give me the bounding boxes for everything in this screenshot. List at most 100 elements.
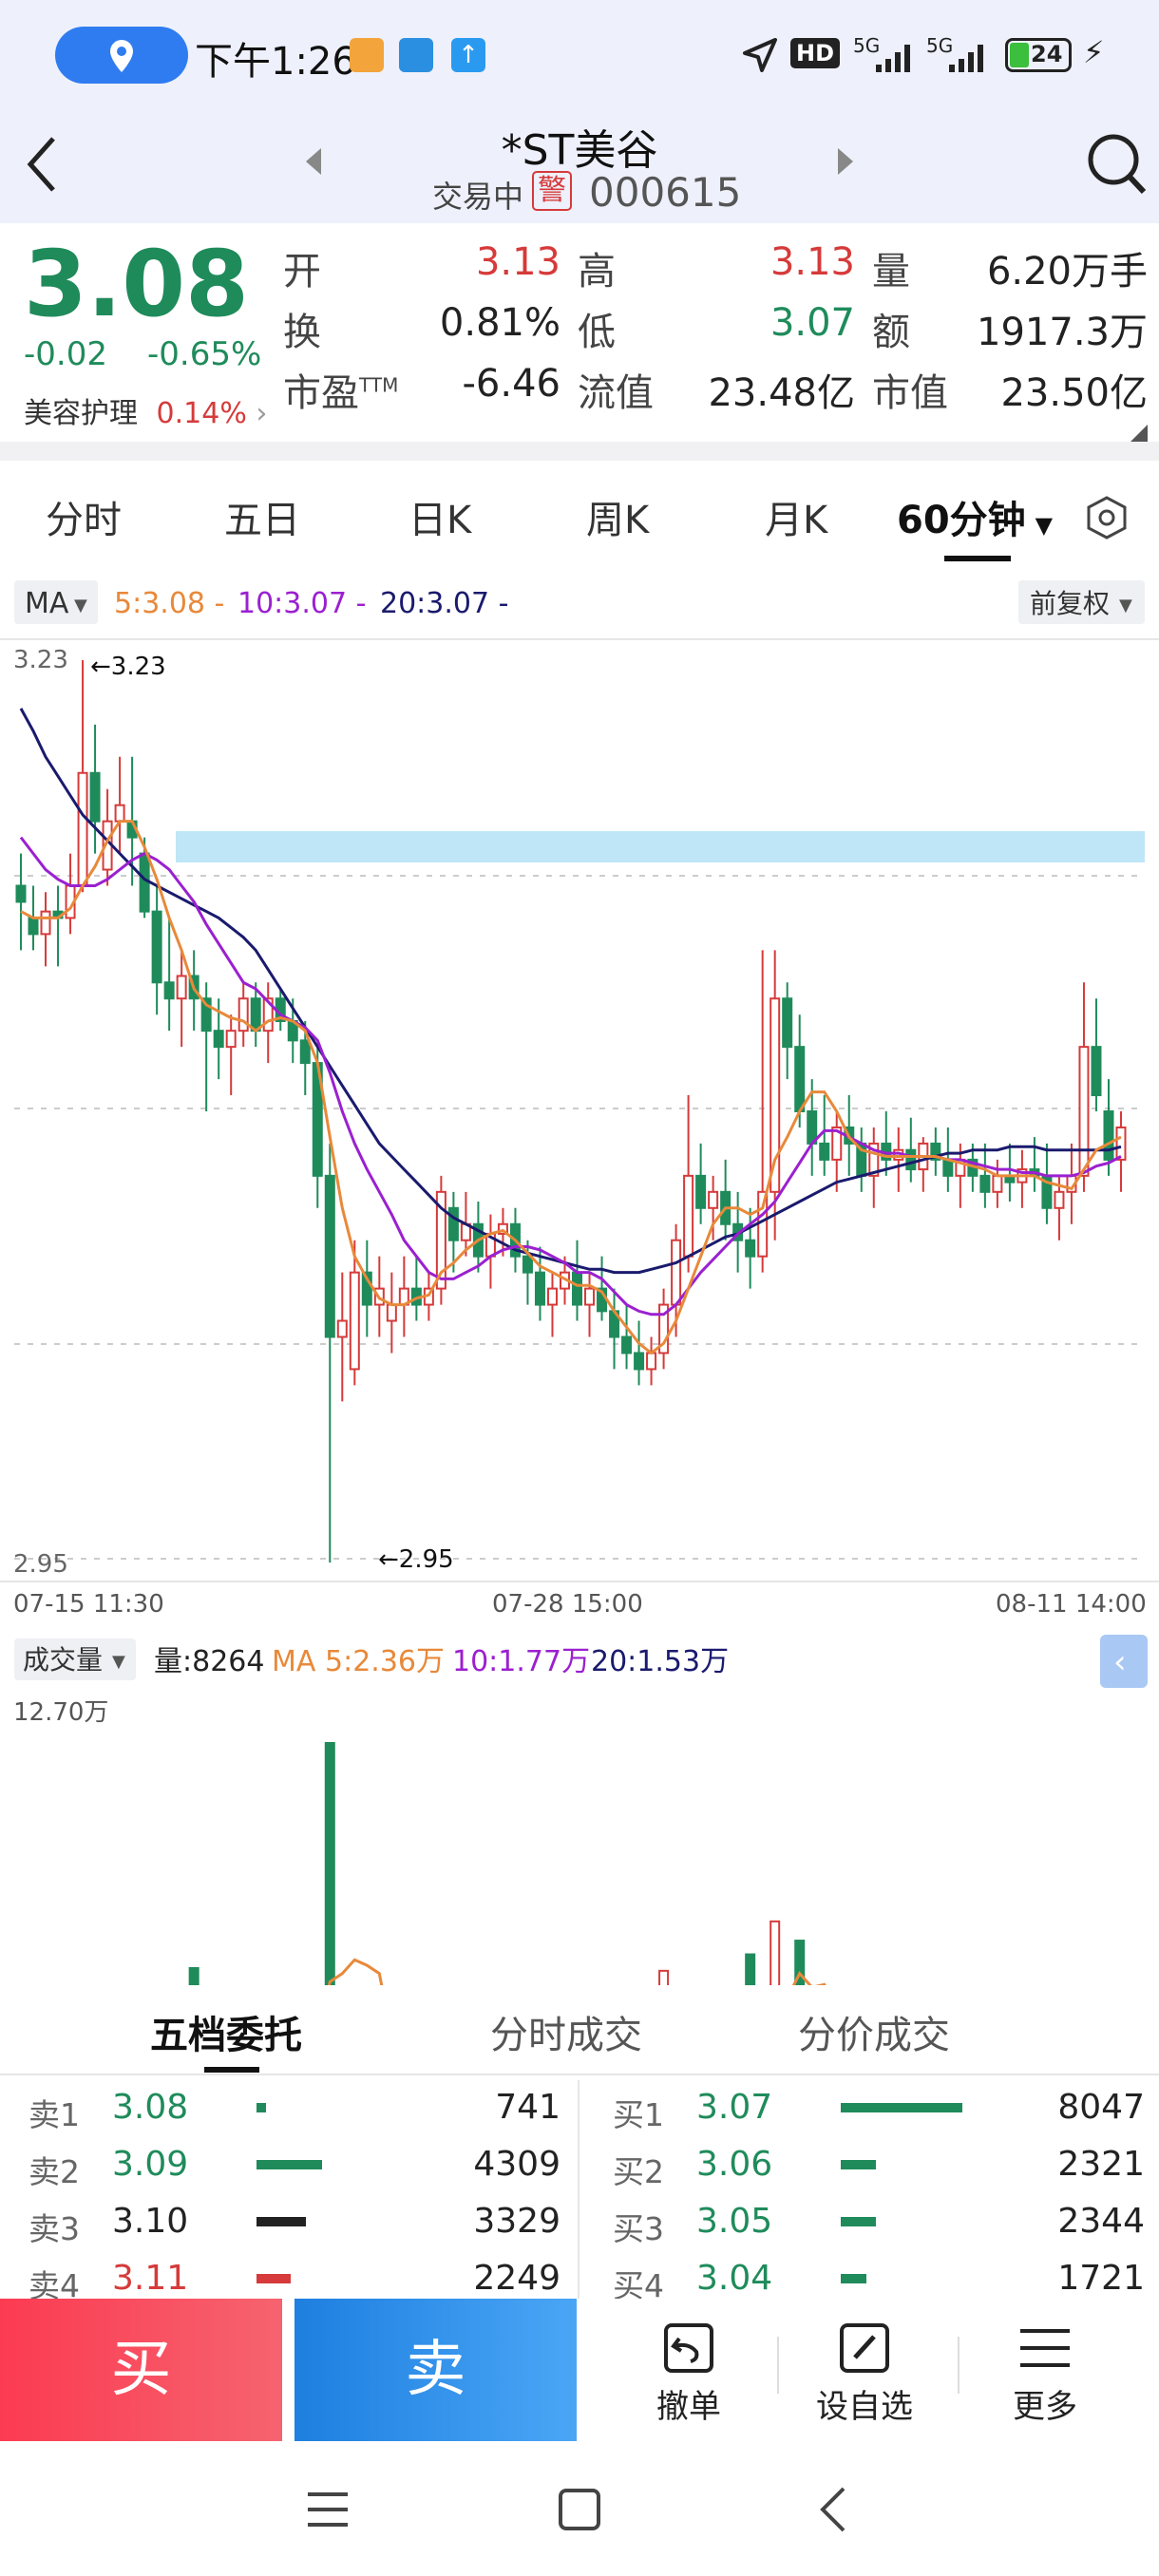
volume-bar xyxy=(770,1920,781,1985)
tab-monthly[interactable]: 月K xyxy=(765,499,828,542)
candle-body xyxy=(299,1039,311,1065)
candle-body xyxy=(1115,1126,1127,1161)
tab-60min[interactable]: 60分钟 ▼ xyxy=(897,499,1054,542)
turnover-label: 换 xyxy=(283,311,321,354)
app-icon xyxy=(399,38,433,72)
sell-qty-bar xyxy=(256,2160,323,2169)
vol-ma-label: MA xyxy=(272,1645,316,1678)
divider xyxy=(578,2080,580,2299)
chevron-down-icon: ▼ xyxy=(1035,512,1054,539)
ma-selector[interactable] xyxy=(14,580,98,624)
candle-body xyxy=(621,1335,633,1354)
amount-value: 1917.3万 xyxy=(977,311,1148,354)
resistance-band xyxy=(176,831,1145,862)
candle-body xyxy=(634,1352,645,1371)
status-time: 下午1:26 xyxy=(195,40,356,84)
menu-nav-icon[interactable] xyxy=(304,2489,352,2530)
low-value: 3.07 xyxy=(770,301,855,345)
sell-button[interactable]: 卖 xyxy=(294,2299,577,2441)
candle-body xyxy=(572,1271,583,1306)
pe-label: 市盈TTM xyxy=(283,371,399,415)
vol-ma20: 20:1.53万 xyxy=(591,1645,729,1678)
collapse-panel-button[interactable] xyxy=(1100,1635,1148,1688)
divider xyxy=(0,442,1159,461)
signal-icon xyxy=(876,45,910,72)
price-change-pct: -0.65% xyxy=(147,335,262,373)
undo-icon xyxy=(664,2323,713,2373)
tab-daily[interactable]: 日K xyxy=(408,499,472,542)
buy-qty: 8047 xyxy=(1057,2088,1145,2127)
open-label: 开 xyxy=(283,250,321,294)
back-nav-icon[interactable] xyxy=(813,2485,851,2534)
more-button[interactable]: 更多 xyxy=(998,2320,1092,2427)
sector-link[interactable]: 美容护理 0.14% › xyxy=(24,389,267,431)
candle-body xyxy=(497,1222,508,1235)
sell-row: 卖4 3.11 2249 xyxy=(0,2249,575,2306)
next-stock-icon[interactable] xyxy=(834,142,857,180)
search-icon[interactable] xyxy=(1083,125,1150,201)
tab-five-day[interactable]: 五日 xyxy=(224,499,300,542)
market-cap-label: 市值 xyxy=(872,371,948,415)
candle-body xyxy=(163,981,175,1000)
buy-qty: 2344 xyxy=(1057,2202,1145,2241)
volume-bar xyxy=(188,1966,200,1985)
candle-body xyxy=(868,1142,880,1177)
home-nav-icon[interactable] xyxy=(557,2487,602,2532)
tab-intraday[interactable]: 分时 xyxy=(46,499,122,542)
volume-selector[interactable] xyxy=(14,1638,136,1680)
candle-body xyxy=(770,997,781,1193)
high-marker: ←3.23 xyxy=(90,653,166,681)
tab-tick-trades[interactable]: 分时成交 xyxy=(490,2014,642,2057)
candle-body xyxy=(745,1239,756,1258)
vol-ma10: 10:1.77万 xyxy=(452,1645,590,1678)
add-watchlist-button[interactable]: 设自选 xyxy=(793,2320,936,2427)
chevron-left-icon: ‹ xyxy=(1113,1643,1127,1681)
candle-body xyxy=(1103,1110,1114,1161)
volume-bars xyxy=(188,1742,806,1985)
x-label-start: 07-15 11:30 xyxy=(13,1590,164,1619)
buy-qty: 2321 xyxy=(1057,2145,1145,2184)
expand-corner-icon[interactable] xyxy=(1130,425,1148,442)
navigation-icon xyxy=(743,38,777,72)
tab-weekly[interactable]: 周K xyxy=(586,499,650,542)
float-cap-label: 流值 xyxy=(578,371,654,415)
candle-body xyxy=(386,1303,397,1322)
chevron-down-icon: ▼ xyxy=(74,596,87,616)
candle-body xyxy=(695,1174,707,1209)
amount-label: 额 xyxy=(872,311,910,354)
charging-icon: ⚡ xyxy=(1083,34,1105,70)
tab-five-level[interactable]: 五档委托 xyxy=(150,2014,302,2057)
ma-selector-label: MA xyxy=(25,587,69,620)
candle-body xyxy=(238,997,249,1032)
buy-row: 买3 3.05 2344 xyxy=(584,2192,1159,2249)
buy-button[interactable]: 买 xyxy=(0,2299,282,2441)
back-icon[interactable] xyxy=(19,131,66,198)
adjust-selector[interactable] xyxy=(1018,580,1145,624)
kline-chart[interactable]: MA ▼ 5:3.08 - 10:3.07 - 20:3.07 - 前复权 ▼ … xyxy=(0,565,1159,1985)
adjust-label: 前复权 xyxy=(1030,588,1110,619)
y-min-label: 2.95 xyxy=(13,1550,68,1579)
volume-bar xyxy=(745,1953,756,1985)
candle-body xyxy=(213,1030,224,1049)
location-icon xyxy=(110,40,133,72)
location-pill xyxy=(55,27,188,84)
candle-body xyxy=(708,1190,719,1209)
candle-body xyxy=(819,1142,830,1161)
prev-stock-icon[interactable] xyxy=(302,142,325,180)
sell-qty: 741 xyxy=(495,2088,560,2127)
app-icon xyxy=(350,38,384,72)
cancel-order-button[interactable]: 撤单 xyxy=(636,2320,741,2427)
settings-hex-icon[interactable] xyxy=(1083,494,1130,541)
warning-badge: 警 xyxy=(532,171,572,211)
candle-body xyxy=(905,1148,917,1171)
tab-price-trades[interactable]: 分价成交 xyxy=(798,2014,950,2057)
menu-icon xyxy=(1020,2329,1070,2367)
sell-qty: 2249 xyxy=(473,2259,560,2298)
ma5-line xyxy=(20,820,1122,1355)
candle-body xyxy=(200,997,212,1032)
price-change: -0.02 xyxy=(24,335,107,373)
candle-body xyxy=(114,804,125,823)
candle-body xyxy=(646,1352,657,1371)
candle-body xyxy=(40,910,51,936)
buy-qty-bar xyxy=(841,2160,877,2169)
